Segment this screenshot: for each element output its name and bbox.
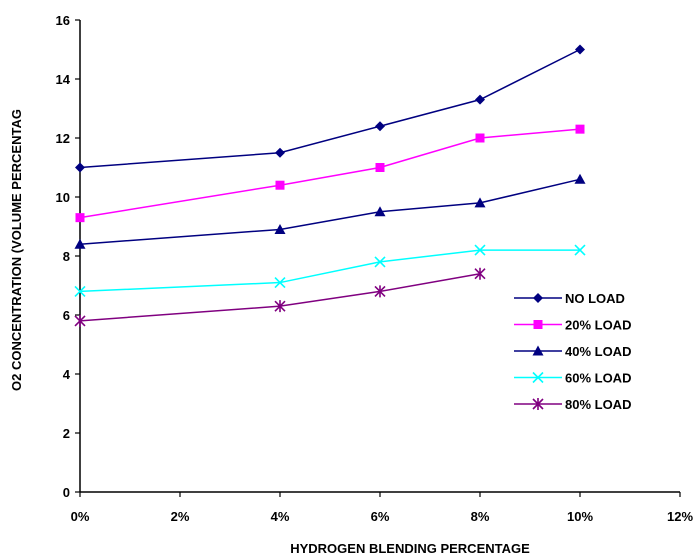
- data-point: [274, 300, 286, 313]
- series-line: [79, 249, 580, 293]
- x-tick-label: 8%: [471, 509, 490, 524]
- y-tick-label: 16: [56, 13, 70, 28]
- data-point: [474, 197, 486, 208]
- x-tick-label: 4%: [271, 509, 290, 524]
- legend-label: 40% LOAD: [565, 344, 631, 359]
- legend-label: NO LOAD: [565, 291, 625, 306]
- data-point: [574, 244, 586, 256]
- data-point: [475, 94, 485, 105]
- legend-label: 80% LOAD: [565, 397, 631, 412]
- series-0: [75, 44, 585, 173]
- x-tick-label: 12%: [667, 509, 693, 524]
- legend-marker: [532, 398, 544, 410]
- y-tick-label: 14: [56, 72, 71, 87]
- legend-item: 20% LOAD: [514, 318, 631, 333]
- series-line: [79, 178, 581, 245]
- series-lines: [74, 44, 586, 327]
- series-line: [79, 128, 581, 219]
- data-point: [74, 314, 86, 327]
- legend-marker: [532, 345, 544, 356]
- data-point: [274, 223, 286, 234]
- x-tick-label: 2%: [171, 509, 190, 524]
- data-point: [374, 285, 386, 298]
- data-point: [75, 213, 85, 223]
- data-point: [374, 206, 386, 217]
- x-tick-label: 10%: [567, 509, 593, 524]
- series-line: [79, 272, 481, 322]
- y-tick-label: 10: [56, 190, 70, 205]
- legend-item: 40% LOAD: [514, 344, 631, 359]
- legend: NO LOAD 20% LOAD 40% LOAD 60% LOAD 80% LOAD: [514, 291, 631, 412]
- data-point: [275, 180, 285, 190]
- legend-label: 60% LOAD: [565, 371, 631, 386]
- y-tick-label: 2: [63, 426, 70, 441]
- series-1: [75, 124, 585, 223]
- series-4: [74, 267, 486, 327]
- data-point: [574, 173, 586, 184]
- data-point: [575, 124, 585, 134]
- y-axis-title: O2 CONCENTRATION (VOLUME PERCENTAG: [9, 109, 24, 391]
- x-axis-title: HYDROGEN BLENDING PERCENTAGE: [290, 541, 530, 556]
- data-point: [375, 121, 385, 132]
- x-tick-label: 6%: [371, 509, 390, 524]
- legend-item: 80% LOAD: [514, 397, 631, 412]
- legend-label: 20% LOAD: [565, 318, 631, 333]
- series-2: [74, 173, 586, 249]
- data-point: [75, 162, 85, 173]
- legend-marker: [533, 293, 543, 303]
- y-tick-label: 8: [63, 249, 70, 264]
- legend-marker: [533, 320, 543, 329]
- data-point: [274, 276, 286, 289]
- data-point: [575, 44, 585, 55]
- x-tick-label: 0%: [71, 509, 90, 524]
- legend-item: NO LOAD: [514, 291, 625, 306]
- data-point: [74, 238, 86, 249]
- series-line: [79, 48, 581, 169]
- data-point: [474, 267, 486, 280]
- data-point: [475, 133, 485, 143]
- y-tick-label: 12: [56, 131, 70, 146]
- data-point: [374, 256, 386, 268]
- y-tick-label: 6: [63, 308, 70, 323]
- series-3: [74, 244, 586, 297]
- axis-ticks: 0 2 4 6 8 10 12 14 16 0% 2% 4% 6% 8% 10% 12%: [56, 13, 694, 524]
- y-tick-label: 4: [63, 367, 71, 382]
- legend-marker: [532, 371, 544, 384]
- data-point: [375, 163, 385, 172]
- data-point: [275, 147, 285, 158]
- data-point: [474, 244, 486, 256]
- y-tick-label: 0: [63, 485, 70, 500]
- data-point: [74, 285, 86, 297]
- legend-item: 60% LOAD: [514, 371, 631, 386]
